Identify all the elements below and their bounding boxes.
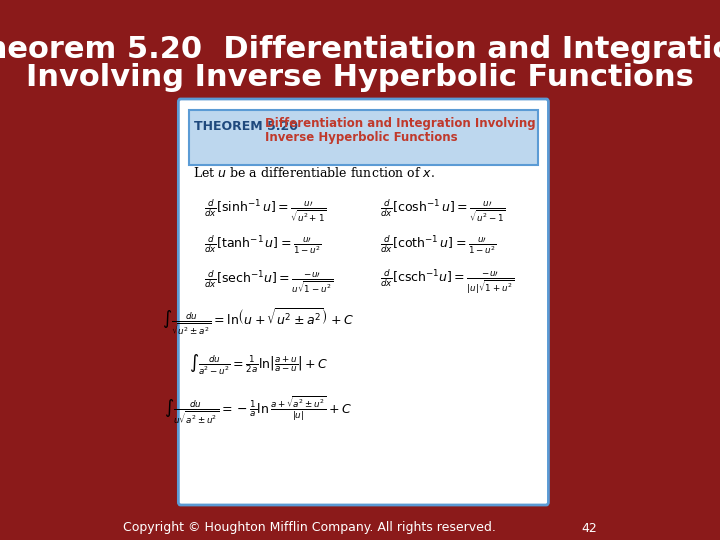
Text: Involving Inverse Hyperbolic Functions: Involving Inverse Hyperbolic Functions xyxy=(26,64,694,92)
Text: THEOREM 5.20: THEOREM 5.20 xyxy=(194,120,298,133)
Text: 42: 42 xyxy=(582,522,597,535)
Text: $\frac{d}{dx}\left[\cosh^{-1} u\right] = \frac{u\prime}{\sqrt{u^2-1}}$: $\frac{d}{dx}\left[\cosh^{-1} u\right] =… xyxy=(380,197,506,223)
Text: $\frac{d}{dx}\left[\sinh^{-1} u\right] = \frac{u\prime}{\sqrt{u^2+1}}$: $\frac{d}{dx}\left[\sinh^{-1} u\right] =… xyxy=(204,197,327,223)
Text: $\int \frac{du}{u\sqrt{a^2 \pm u^2}} = -\frac{1}{a}\ln\frac{a + \sqrt{a^2 \pm u^: $\int \frac{du}{u\sqrt{a^2 \pm u^2}} = -… xyxy=(164,394,352,426)
Text: $\frac{d}{dx}\left[\coth^{-1} u\right] = \frac{u\prime}{1-u^2}$: $\frac{d}{dx}\left[\coth^{-1} u\right] =… xyxy=(380,234,497,256)
Text: $\frac{d}{dx}\left[\mathrm{sech}^{-1} u\right] = \frac{-u\prime}{u\sqrt{1-u^2}}$: $\frac{d}{dx}\left[\mathrm{sech}^{-1} u\… xyxy=(204,269,333,295)
FancyBboxPatch shape xyxy=(179,99,549,505)
Text: Theorem 5.20  Differentiation and Integration: Theorem 5.20 Differentiation and Integra… xyxy=(0,36,720,64)
Bar xyxy=(189,110,539,165)
Text: $\int \frac{du}{\sqrt{u^2 \pm a^2}} = \ln\!\left(u + \sqrt{u^2 \pm a^2}\right) +: $\int \frac{du}{\sqrt{u^2 \pm a^2}} = \l… xyxy=(163,307,354,337)
Text: $\int \frac{du}{a^2 - u^2} = \frac{1}{2a}\ln\!\left|\frac{a+u}{a-u}\right| + C$: $\int \frac{du}{a^2 - u^2} = \frac{1}{2a… xyxy=(189,353,328,377)
Text: Differentiation and Integration Involving: Differentiation and Integration Involvin… xyxy=(265,117,536,130)
Text: Inverse Hyperbolic Functions: Inverse Hyperbolic Functions xyxy=(265,132,458,145)
Text: $\frac{d}{dx}\left[\tanh^{-1} u\right] = \frac{u\prime}{1-u^2}$: $\frac{d}{dx}\left[\tanh^{-1} u\right] =… xyxy=(204,234,322,256)
Text: Copyright © Houghton Mifflin Company. All rights reserved.: Copyright © Houghton Mifflin Company. Al… xyxy=(123,522,495,535)
Text: Let $u$ be a differentiable function of $x$.: Let $u$ be a differentiable function of … xyxy=(192,166,434,180)
Text: $\frac{d}{dx}\left[\mathrm{csch}^{-1} u\right] = \frac{-u\prime}{|u|\sqrt{1+u^2}: $\frac{d}{dx}\left[\mathrm{csch}^{-1} u\… xyxy=(380,268,515,296)
